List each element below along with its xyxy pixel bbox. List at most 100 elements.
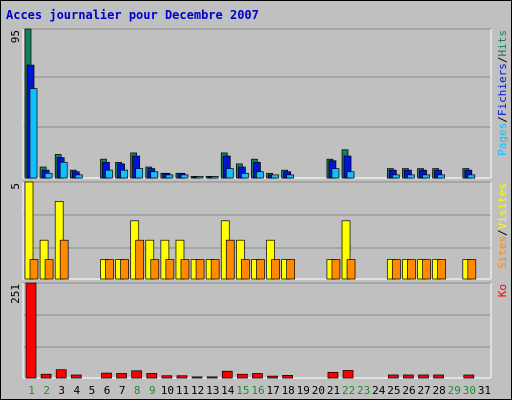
x-tick-label: 6: [104, 384, 111, 397]
x-tick-label: 30: [463, 384, 476, 397]
pages-bar: [272, 175, 279, 178]
sites-bar: [332, 260, 340, 279]
pages-bar: [60, 162, 67, 178]
x-tick-label: 10: [161, 384, 174, 397]
legend-part: Hits: [496, 30, 509, 57]
pages-bar: [332, 169, 339, 178]
x-tick-label: 7: [119, 384, 126, 397]
pages-bar: [392, 175, 399, 178]
sites-bar: [438, 260, 446, 279]
legend-part: Visites: [496, 183, 509, 229]
sites-bar: [347, 260, 355, 279]
ko-bar: [41, 374, 51, 378]
pages-bar: [136, 169, 143, 178]
sites-bar: [256, 260, 264, 279]
pages-bar: [30, 89, 37, 178]
x-tick-label: 13: [206, 384, 219, 397]
pages-bar: [105, 170, 112, 178]
legend-part: Pages: [496, 123, 509, 156]
sites-bar: [468, 260, 476, 279]
x-tick-label: 23: [357, 384, 370, 397]
sites-bar: [166, 260, 174, 279]
ko-bar: [464, 375, 474, 378]
sites-bar: [407, 260, 415, 279]
pages-bar: [287, 175, 294, 178]
sites-bar: [392, 260, 400, 279]
y-max-label: 251: [9, 284, 22, 304]
ko-bar: [207, 377, 217, 378]
ko-bar: [101, 373, 111, 378]
ko-bar: [283, 375, 293, 378]
panel-background: [23, 283, 491, 378]
x-tick-label: 8: [134, 384, 141, 397]
ko-bar: [117, 373, 127, 378]
pages-bar: [151, 172, 158, 178]
pages-bar: [256, 172, 263, 178]
pages-bar: [181, 175, 188, 178]
ko-bar: [162, 376, 172, 378]
x-tick-label: 12: [191, 384, 204, 397]
x-tick-label: 2: [43, 384, 50, 397]
pages-bar: [438, 175, 445, 178]
sites-bar: [121, 260, 129, 279]
ko-bar: [268, 376, 278, 378]
ko-bar: [419, 375, 429, 378]
x-tick-label: 28: [433, 384, 446, 397]
x-tick-label: 18: [282, 384, 295, 397]
ko-bar: [147, 373, 157, 378]
series-legend: Pages/Fichiers/Hits: [496, 30, 509, 156]
x-tick-label: 31: [478, 384, 491, 397]
x-tick-label: 19: [297, 384, 310, 397]
legend-part: Ko: [496, 284, 509, 297]
x-tick-label: 1: [28, 384, 35, 397]
x-tick-label: 15: [236, 384, 249, 397]
pages-bar: [407, 175, 414, 178]
pages-bar: [226, 169, 233, 178]
x-tick-label: 4: [74, 384, 81, 397]
panel-background: [23, 29, 491, 178]
sites-bar: [211, 260, 219, 279]
pages-bar: [166, 175, 173, 178]
sites-bar: [272, 260, 280, 279]
pages-bar: [211, 176, 218, 178]
legend-part: /: [496, 116, 509, 123]
ko-bar: [434, 375, 444, 378]
x-tick-label: 27: [417, 384, 430, 397]
x-tick-label: 5: [89, 384, 96, 397]
x-tick-label: 22: [342, 384, 355, 397]
pages-bar: [75, 175, 82, 178]
ko-bar: [388, 375, 398, 378]
series-legend: Ko: [496, 284, 509, 297]
sites-bar: [30, 260, 38, 279]
sites-bar: [181, 260, 189, 279]
x-tick-label: 25: [387, 384, 400, 397]
legend-part: Sites: [496, 236, 509, 269]
x-tick-label: 26: [402, 384, 415, 397]
sites-bar: [423, 260, 431, 279]
sites-bar: [136, 240, 144, 279]
ko-bar: [56, 370, 66, 378]
series-legend: Sites/Visites: [496, 183, 509, 269]
x-tick-label: 3: [58, 384, 65, 397]
ko-bar: [237, 374, 247, 378]
pages-bar: [468, 175, 475, 178]
sites-bar: [60, 240, 68, 279]
ko-bar: [403, 375, 413, 378]
y-max-label: 95: [9, 30, 22, 43]
x-tick-label: 24: [372, 384, 386, 397]
ko-bar: [192, 377, 202, 378]
legend-part: /: [496, 229, 509, 236]
legend-part: /: [496, 57, 509, 64]
x-tick-label: 29: [448, 384, 461, 397]
sites-bar: [105, 260, 113, 279]
ko-bar: [71, 375, 81, 378]
ko-bar: [252, 373, 262, 378]
x-tick-label: 21: [327, 384, 340, 397]
ko-bar: [328, 372, 338, 378]
x-tick-label: 14: [221, 384, 235, 397]
sites-bar: [226, 240, 234, 279]
sites-bar: [241, 260, 249, 279]
sites-bar: [196, 260, 204, 279]
